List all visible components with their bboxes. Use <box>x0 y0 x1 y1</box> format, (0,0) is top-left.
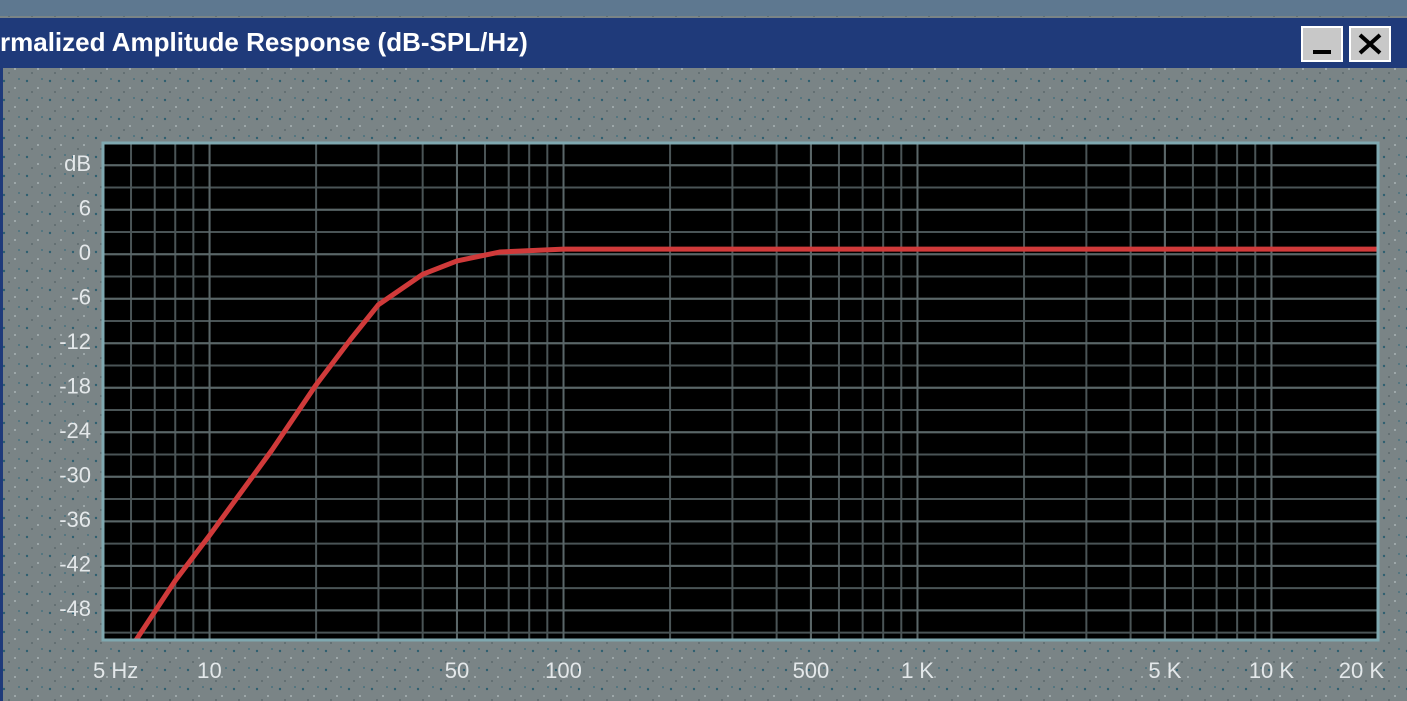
x-tick-label: 1 K <box>901 658 934 683</box>
close-icon <box>1358 33 1382 55</box>
y-tick-label: -24 <box>59 418 91 443</box>
y-tick-label: -42 <box>59 552 91 577</box>
plot-frame <box>101 141 1380 642</box>
top-strip <box>0 0 1407 16</box>
y-tick-label: -6 <box>71 285 91 310</box>
x-tick-label: 100 <box>545 658 582 683</box>
y-tick-label: dB <box>64 151 91 176</box>
y-tick-label: 0 <box>79 240 91 265</box>
x-tick-label: 500 <box>793 658 830 683</box>
y-tick-label: -30 <box>59 463 91 488</box>
x-tick-label: 5 Hz <box>93 658 138 683</box>
x-tick-label: 10 <box>197 658 221 683</box>
y-tick-label: 6 <box>79 196 91 221</box>
minimize-box[interactable] <box>1301 26 1343 62</box>
close-button[interactable] <box>1349 26 1391 62</box>
window-title: rmalized Amplitude Response (dB-SPL/Hz) <box>0 27 528 57</box>
x-tick-label: 5 K <box>1148 658 1181 683</box>
y-tick-label: -18 <box>59 374 91 399</box>
minimize-button[interactable] <box>1301 26 1343 62</box>
y-tick-label: -12 <box>59 329 91 354</box>
response-curve <box>133 246 1378 642</box>
left-border <box>0 68 3 701</box>
plot: dB 6 0 -6 -12 -18 -24 -30 -36 -42 -48 5 Hz 10 50 100 50… <box>59 141 1385 683</box>
y-tick-label: -36 <box>59 507 91 532</box>
close-box[interactable] <box>1349 26 1391 62</box>
x-tick-label: 50 <box>445 658 469 683</box>
x-tick-label: 20 K <box>1339 658 1385 683</box>
y-tick-label: -48 <box>59 596 91 621</box>
minimize-icon <box>1313 50 1331 54</box>
title-bar <box>0 18 1407 68</box>
x-tick-label: 10 K <box>1249 658 1295 683</box>
